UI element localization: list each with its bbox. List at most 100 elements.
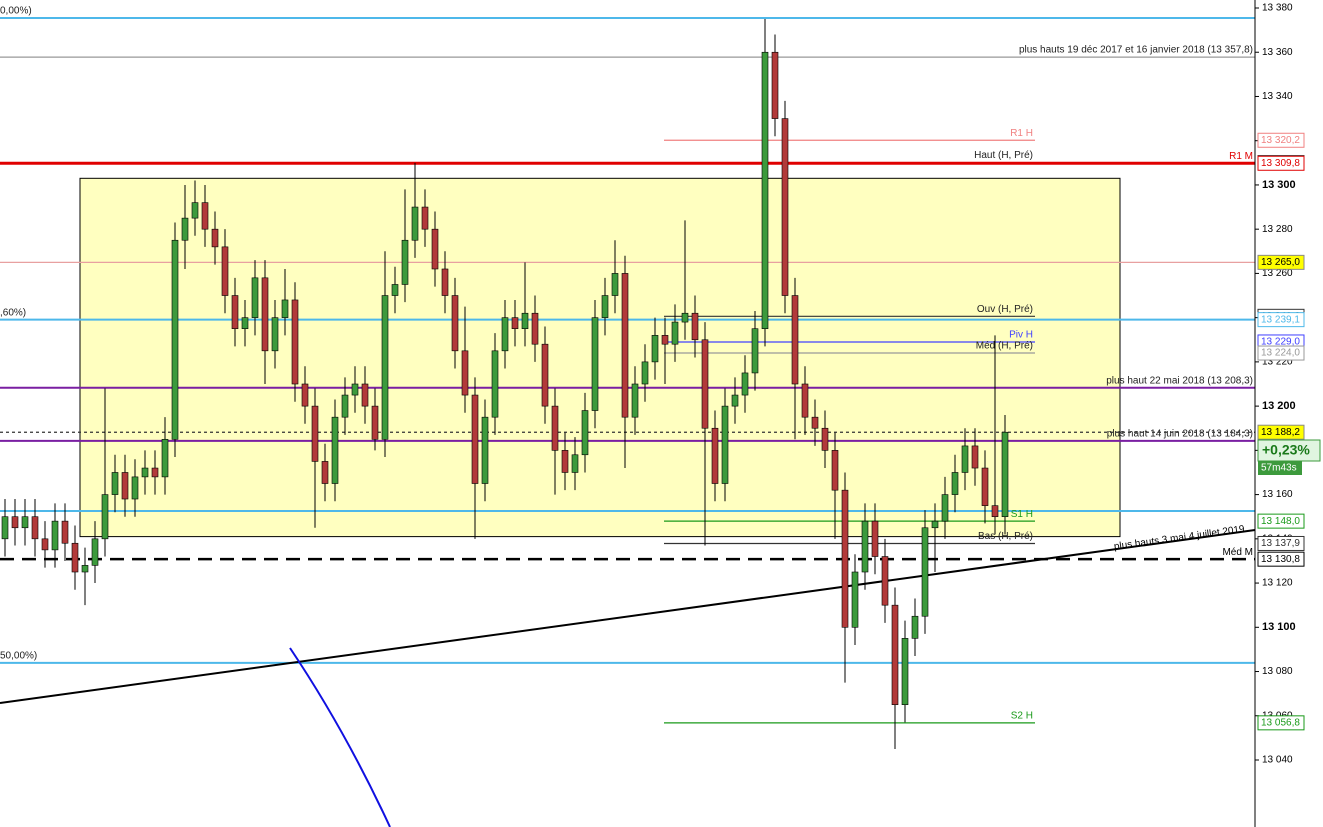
candle-body — [251, 277, 259, 318]
candle-body — [871, 520, 879, 557]
candle-body — [541, 343, 549, 407]
candle-body — [511, 317, 519, 330]
candle-body — [501, 317, 509, 352]
candle-body — [891, 604, 899, 706]
candle-body — [331, 416, 339, 484]
candle-body — [81, 565, 89, 573]
price-label-box — [1257, 424, 1305, 440]
price-label-box — [1257, 535, 1305, 551]
price-label: 13 056,8 — [1261, 717, 1300, 728]
candle-body — [41, 538, 49, 551]
level-label: R1 H — [1010, 128, 1033, 139]
price-label: 13 130,8 — [1261, 554, 1300, 565]
price-label-box — [1257, 312, 1305, 328]
candle-body — [781, 118, 789, 296]
y-tick-label: 13 120 — [1262, 578, 1293, 589]
level-label: Ouv (H, Pré) — [977, 304, 1033, 315]
candle-body — [881, 556, 889, 606]
candle-body — [1, 516, 9, 540]
candle-body — [111, 472, 119, 495]
candle-body — [31, 516, 39, 540]
candle-body — [691, 312, 699, 341]
axis-panel — [1255, 0, 1323, 827]
candle-body — [941, 494, 949, 522]
candle-body — [521, 312, 529, 330]
countdown-box — [1258, 461, 1302, 475]
candle-body — [431, 228, 439, 270]
level-label: S1 H — [1011, 509, 1033, 520]
candle-body — [261, 277, 269, 352]
countdown: 57m43s — [1261, 463, 1297, 474]
candle-body — [611, 273, 619, 296]
candle-body — [91, 538, 99, 566]
candle-body — [401, 239, 409, 285]
candle-body — [591, 317, 599, 411]
candle-body — [181, 217, 189, 241]
candle-body — [841, 489, 849, 628]
y-tick-label: 13 080 — [1262, 666, 1293, 677]
candle-body — [581, 410, 589, 456]
candle-body — [441, 268, 449, 296]
candle-body — [451, 295, 459, 352]
candle-body — [801, 383, 809, 418]
trend-line — [0, 529, 1256, 704]
candle-body — [571, 454, 579, 473]
candle-body — [271, 317, 279, 352]
price-label-box — [1257, 254, 1305, 270]
candle-body — [221, 246, 229, 296]
level-label: S2 H — [1011, 710, 1033, 721]
fib-label: ,60%) — [0, 307, 26, 318]
candle-body — [171, 239, 179, 440]
candle-body — [211, 228, 219, 248]
candle-body — [991, 505, 999, 518]
candle-body — [851, 571, 859, 628]
candle-body — [831, 450, 839, 491]
candle-body — [161, 438, 169, 478]
candle-body — [461, 350, 469, 396]
range-box — [79, 177, 1121, 538]
candle-body — [321, 461, 329, 484]
price-label: 13 224,0 — [1261, 348, 1300, 359]
y-tick-label: 13 260 — [1262, 268, 1293, 279]
candle-body — [761, 51, 769, 330]
price-label: 13 265,0 — [1261, 257, 1300, 268]
level-label: Bas (H, Pré) — [978, 531, 1033, 542]
price-label-box — [1257, 155, 1305, 171]
candle-body — [861, 520, 869, 573]
candle-body — [701, 339, 709, 429]
candle-body — [811, 416, 819, 429]
candle-body — [551, 405, 559, 451]
candle-body — [151, 467, 159, 478]
candle-body — [791, 295, 799, 385]
fib-label: 0,00%) — [0, 6, 32, 17]
price-label: 13 148,0 — [1261, 516, 1300, 527]
price-label: 13 137,9 — [1261, 538, 1300, 549]
candle-body — [601, 295, 609, 318]
level-label: plus hauts 19 déc 2017 et 16 janvier 201… — [1019, 45, 1253, 56]
candle-body — [741, 372, 749, 396]
candle-body — [61, 520, 69, 544]
candle-body — [671, 321, 679, 345]
candle-body — [921, 527, 929, 617]
candle-body — [361, 383, 369, 407]
change: +0,23% — [1262, 442, 1310, 458]
level-label: Haut (H, Pré) — [974, 150, 1033, 161]
y-tick-label: 13 100 — [1262, 621, 1296, 633]
price-label-box — [1257, 345, 1305, 361]
price-label: 13 309,8 — [1261, 158, 1300, 169]
candle-body — [491, 350, 499, 418]
candle-layer — [1, 19, 1009, 749]
y-tick-label: 13 200 — [1262, 400, 1296, 412]
curve — [289, 647, 391, 827]
price-label: 13 229,0 — [1261, 337, 1300, 348]
candle-body — [661, 335, 669, 345]
candle-body — [711, 427, 719, 484]
candle-body — [381, 295, 389, 440]
candle-body — [101, 494, 109, 540]
candle-body — [621, 273, 629, 418]
candle-body — [421, 206, 429, 230]
candle-body — [641, 361, 649, 385]
